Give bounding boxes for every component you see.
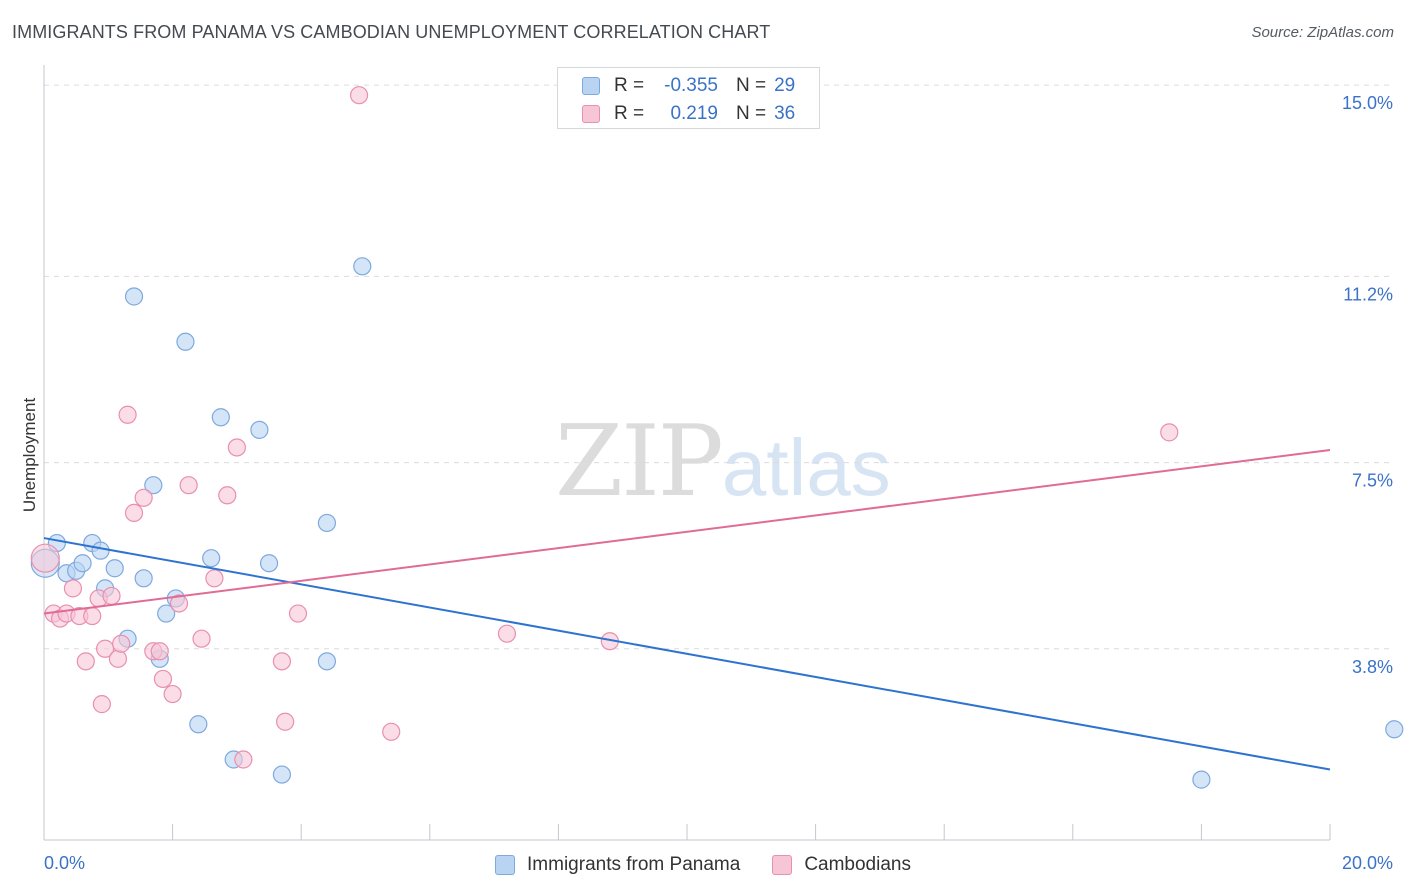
y-tick-label: 3.8% (1352, 657, 1393, 677)
x-tick-label: 0.0% (44, 853, 85, 873)
correlation-legend: R = -0.355 N = 29 R = 0.219 N = 36 (557, 67, 820, 129)
cambodian-point (276, 712, 295, 731)
legend-row-cambodians: R = 0.219 N = 36 (582, 101, 795, 127)
cambodian-point (153, 669, 173, 689)
y-axis-label: Unemployment (20, 398, 39, 513)
legend-row-panama: R = -0.355 N = 29 (582, 73, 795, 99)
series-swatch-panama (495, 855, 516, 875)
panama-point (202, 549, 221, 568)
cambodian-point (227, 438, 246, 457)
cambodian-point (1160, 423, 1179, 442)
cambodian-point (169, 594, 189, 613)
y-tick-label: 15.0% (1342, 93, 1393, 113)
series-legend-cambodians: Cambodians (772, 854, 911, 876)
panama-point (211, 408, 230, 427)
series-legend-panama: Immigrants from Panama (495, 854, 740, 876)
cambodian-point (118, 405, 137, 424)
series-legend: Immigrants from Panama Cambodians (0, 852, 1406, 878)
cambodian-point (163, 684, 182, 704)
y-tick-label: 7.5% (1352, 471, 1393, 491)
legend-swatch-cambodians (582, 105, 600, 123)
cambodian-point (83, 606, 102, 626)
panama-point (353, 257, 372, 276)
panama-point (272, 765, 292, 784)
cambodian-point (112, 634, 131, 653)
cambodian-point (150, 642, 169, 661)
legend-r-value: 0.219 (670, 103, 718, 124)
panama-trend-line (43, 537, 1331, 771)
cambodian-point (218, 486, 237, 505)
panama-point (91, 541, 110, 560)
cambodian-point (108, 649, 128, 668)
cambodian-point (179, 476, 198, 495)
cambodian-point (234, 750, 253, 769)
legend-n-label: N = (736, 75, 767, 96)
legend-r-value: -0.355 (664, 75, 718, 96)
cambodian-point (382, 722, 401, 741)
legend-n-value: 29 (774, 75, 796, 96)
watermark: ZIPatlas (555, 405, 891, 519)
panama-point (105, 559, 124, 578)
legend-swatch-panama (582, 77, 600, 95)
panama-point (317, 652, 337, 671)
panama-point (73, 554, 92, 573)
panama-point (317, 513, 337, 533)
cambodian-point (134, 488, 153, 507)
legend-n-label: N = (736, 103, 767, 124)
watermark-zip: ZIP (555, 405, 724, 519)
legend-r-label: R = (614, 103, 645, 124)
cambodian-point (30, 543, 60, 573)
panama-point (250, 420, 269, 439)
legend-r-label: R = (614, 75, 645, 96)
cambodian-point (349, 86, 369, 105)
series-swatch-cambodians (772, 855, 793, 875)
cambodian-point (63, 579, 83, 598)
cambodian-point (76, 652, 95, 671)
series-name-panama: Immigrants from Panama (527, 854, 741, 875)
cambodian-point (92, 695, 111, 714)
series-name-cambodians: Cambodians (804, 854, 911, 875)
cambodian-point (102, 586, 121, 606)
chart-title: IMMIGRANTS FROM PANAMA VS CAMBODIAN UNEM… (12, 22, 771, 42)
cambodian-point (205, 569, 224, 588)
panama-point (1192, 770, 1211, 789)
panama-point (124, 287, 144, 306)
cambodian-point (124, 503, 144, 522)
panama-point (157, 604, 176, 623)
panama-point (259, 554, 279, 573)
cambodian-point (192, 629, 211, 648)
y-tick-label: 11.2% (1343, 284, 1393, 304)
x-tick-label: 20.0% (1342, 853, 1393, 873)
cambodian-trend-line (43, 448, 1331, 615)
cambodian-point (497, 624, 517, 643)
watermark-atlas: atlas (721, 423, 891, 512)
panama-point (176, 332, 195, 351)
panama-point (189, 715, 208, 734)
cambodian-point (288, 604, 308, 623)
source-credit: Source: ZipAtlas.com (1251, 24, 1394, 41)
legend-n-value: 36 (774, 103, 796, 124)
panama-point (134, 569, 153, 588)
panama-point (144, 476, 163, 495)
panama-point (1385, 720, 1404, 739)
cambodian-point (272, 652, 292, 671)
